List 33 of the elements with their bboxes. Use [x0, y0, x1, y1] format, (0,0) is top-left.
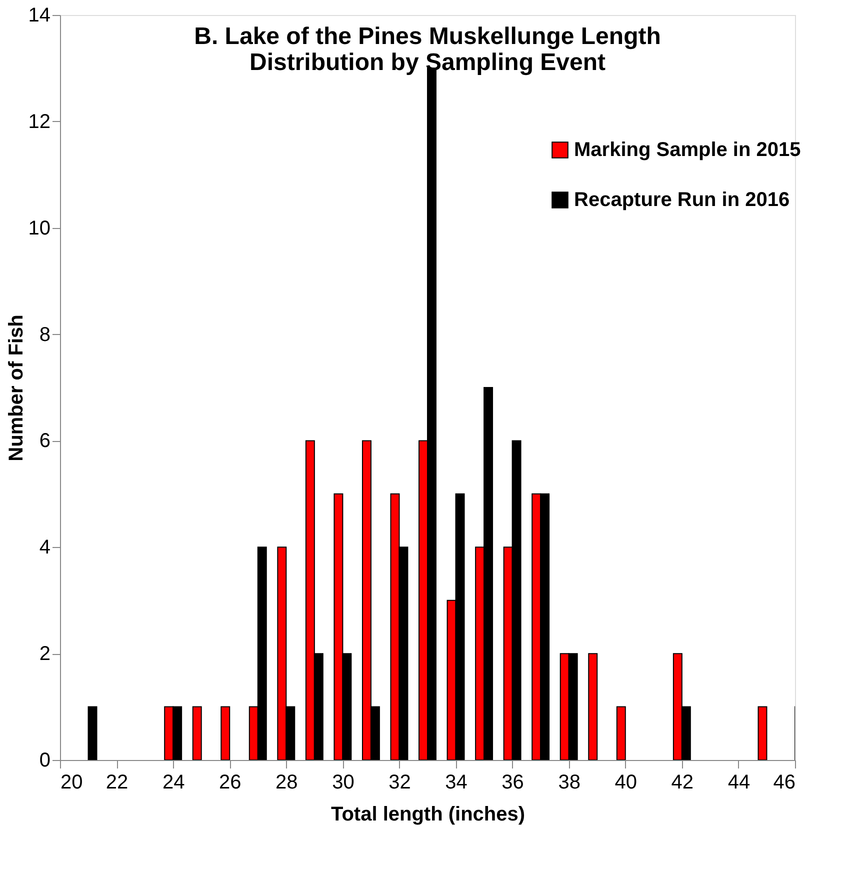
x-tick-label: 24	[162, 772, 185, 794]
bar	[588, 653, 598, 760]
x-tick-label: 28	[276, 772, 298, 794]
x-tick-label: 34	[445, 772, 468, 794]
y-axis-title: Number of Fish	[5, 314, 28, 462]
legend-label: Recapture Run in 2016	[574, 189, 790, 211]
x-tick-label: 20	[60, 772, 83, 794]
x-tick-label: 22	[106, 772, 128, 794]
x-tick-label: 36	[502, 772, 524, 794]
x-tick-label: 42	[671, 772, 694, 794]
text: B. Lake of the Pines Muskellunge Length Distribution by Sampling Event	[194, 23, 661, 76]
y-tick-label: 10	[28, 217, 50, 240]
legend-label: Marking Sample in 2015	[574, 139, 801, 161]
y-tick-label: 0	[39, 750, 50, 772]
x-tick-label: 26	[218, 772, 242, 794]
x-tick-label: 44	[728, 772, 750, 794]
x-tick-label: 30	[332, 772, 354, 794]
y-tick-label: 2	[39, 643, 50, 666]
x-axis-title: Total length (inches)	[330, 804, 526, 826]
bar	[192, 706, 202, 760]
x-tick-label: 46	[773, 772, 796, 794]
y-tick-label: 6	[39, 430, 50, 452]
bar	[758, 706, 768, 760]
x-tick-label: 32	[388, 772, 411, 794]
y-tick-label: 12	[28, 110, 50, 133]
bar	[220, 706, 230, 760]
bar	[88, 706, 98, 760]
x-tick-label: 40	[614, 772, 638, 794]
x-tick-label: 38	[558, 772, 580, 794]
y-tick-label: 4	[39, 536, 50, 559]
y-tick-label: 14	[28, 4, 50, 26]
y-tick-label: 8	[39, 324, 50, 346]
bar	[616, 706, 626, 760]
